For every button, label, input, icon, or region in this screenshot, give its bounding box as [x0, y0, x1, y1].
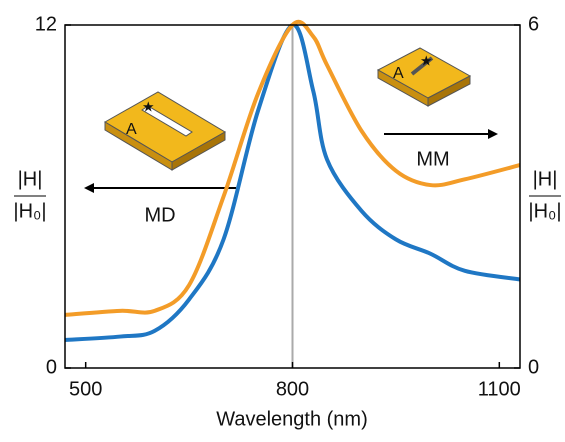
md-icon: A ★ — [104, 91, 226, 171]
y2-axis-label: |H₀| — [528, 200, 561, 222]
annotation: A — [393, 65, 404, 82]
y2-axis-label: |H| — [533, 168, 558, 190]
x-tick-label: 1100 — [478, 378, 521, 400]
star: ★ — [420, 53, 433, 69]
x-tick-label: 500 — [69, 378, 102, 400]
x-axis-label: Wavelength (nm) — [216, 408, 368, 430]
arrows — [84, 129, 498, 193]
annotation: MD — [144, 204, 175, 226]
y-axis-label: |H| — [18, 168, 43, 190]
line-series — [64, 19, 521, 317]
x-tick-label: 800 — [276, 378, 309, 400]
annotation: MM — [416, 148, 449, 170]
y-tick-label: 12 — [35, 13, 57, 35]
mm-icon: A ★ — [376, 47, 472, 107]
line-series — [64, 23, 521, 342]
y-axis-label: |H₀| — [13, 200, 46, 222]
annotation: A — [126, 121, 137, 138]
plot-frame — [64, 24, 521, 369]
y-tick-label: 0 — [46, 356, 57, 378]
y2-tick-label: 6 — [528, 13, 539, 35]
y2-tick-label: 0 — [528, 356, 539, 378]
star: ★ — [142, 99, 155, 115]
